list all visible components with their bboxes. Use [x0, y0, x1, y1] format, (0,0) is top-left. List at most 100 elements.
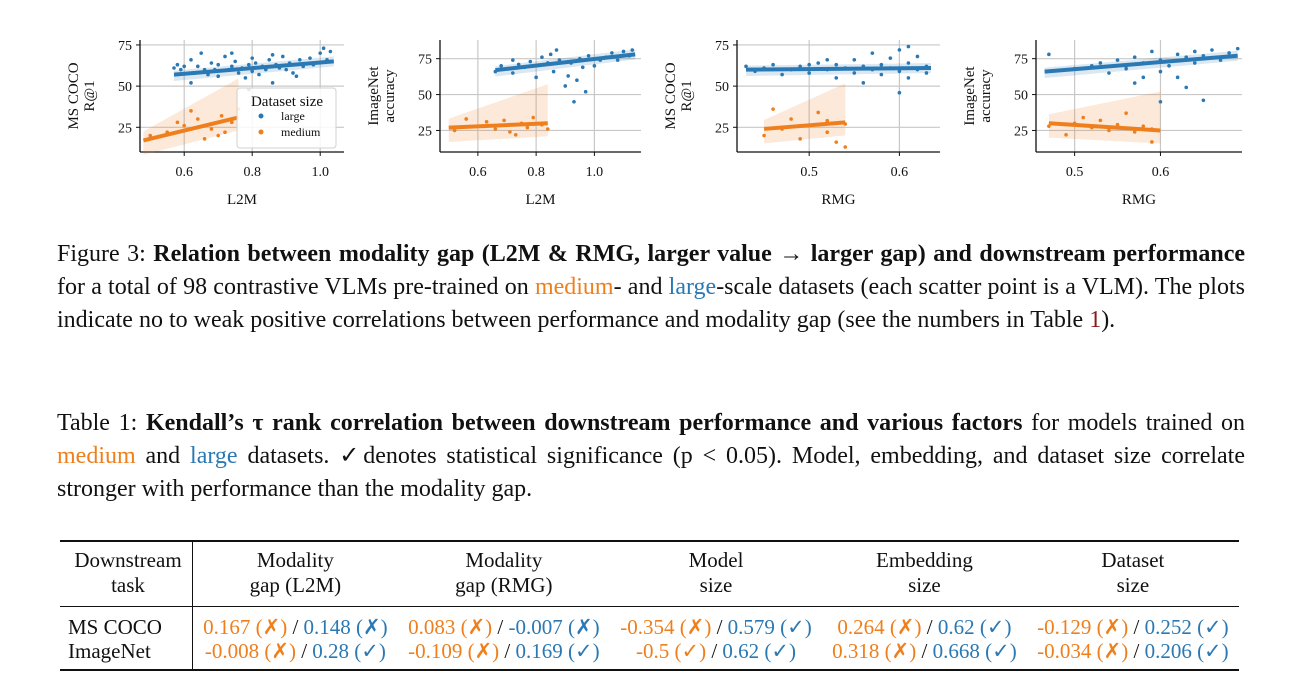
medium-point: [525, 125, 530, 130]
large-point: [630, 48, 635, 52]
x-tick-label: 0.8: [243, 165, 261, 180]
large-point: [1201, 98, 1206, 103]
large-point: [1192, 49, 1197, 54]
medium-point: [196, 117, 200, 121]
large-point: [834, 62, 839, 67]
medium-point: [223, 130, 227, 135]
large-point: [230, 51, 234, 55]
table-caption-text: datasets. ✓denotes statistical significa…: [57, 443, 1245, 502]
legend-label-medium: medium: [281, 125, 321, 139]
medium-point: [1115, 122, 1120, 127]
large-point: [563, 84, 568, 88]
medium-confidence-band: [764, 83, 846, 144]
y-tick-label: 50: [418, 89, 432, 104]
legend-label-large: large: [281, 109, 305, 123]
table-header-row: Downstream task Modality gap (L2M) Modalit…: [60, 541, 1239, 607]
large-point: [1175, 52, 1180, 57]
table-caption-text: for models trained on: [1022, 410, 1246, 436]
header-dataset-size: Dataset size: [1101, 548, 1165, 597]
y-tick-label: 75: [1014, 53, 1028, 68]
medium-point: [189, 109, 193, 113]
large-point: [879, 62, 884, 67]
chart-panel-4: 0.5 0.6 25 50 75 RMG ImageNetaccuracy: [962, 40, 1242, 208]
y-tick-label: 25: [118, 121, 132, 136]
chart-panel-1: 0.6 0.8 1.0 25 50 75 L2M MS COCOR@1: [66, 39, 344, 208]
large-point: [236, 71, 241, 75]
figure-caption-text: for a total of 98 contrastive VLMs pre-t…: [57, 274, 535, 300]
medium-point: [834, 140, 839, 144]
large-point: [807, 71, 811, 75]
large-point: [1184, 85, 1189, 90]
large-point: [499, 64, 503, 68]
large-point: [816, 61, 820, 65]
legend-marker-medium: [258, 129, 264, 135]
y-tick-label: 75: [418, 53, 432, 68]
x-tick-label: 0.5: [1066, 165, 1084, 180]
large-point: [1192, 61, 1197, 65]
medium-point: [175, 120, 180, 125]
medium-regression-line: [142, 115, 240, 143]
large-point: [233, 59, 237, 64]
medium-regression-line: [763, 120, 846, 131]
large-point: [175, 62, 180, 67]
y-tick-label: 50: [118, 80, 132, 95]
x-tick-label: 0.6: [1152, 165, 1170, 180]
x-tick-label: 0.5: [800, 165, 818, 180]
large-label: large: [668, 274, 717, 300]
y-tick-label: 25: [715, 121, 729, 136]
figure-caption: Figure 3: Relation between modality gap …: [57, 238, 1245, 337]
y-tick-label: 75: [715, 39, 729, 54]
header-model-size: Model size: [688, 548, 744, 597]
y-tick-label: 25: [1014, 124, 1028, 139]
medium-point: [1081, 115, 1086, 120]
large-point: [1098, 61, 1103, 65]
medium-label: medium: [57, 443, 136, 469]
medium-point: [1124, 111, 1128, 116]
large-point: [1107, 71, 1111, 75]
large-regression-line: [495, 52, 636, 73]
x-tick-label: 0.6: [469, 165, 487, 180]
medium-point: [816, 110, 820, 115]
medium-point: [182, 123, 186, 128]
large-point: [906, 61, 911, 65]
medium-point: [209, 127, 214, 131]
table-reference-link[interactable]: 1: [1089, 307, 1102, 333]
figure-caption-title: Relation between modality gap (L2M & RMG…: [153, 241, 1245, 267]
medium-regression-line: [1048, 121, 1161, 133]
medium-regression-line: [448, 121, 548, 130]
x-axis-label: L2M: [227, 192, 257, 208]
large-point: [1210, 48, 1214, 52]
large-point: [298, 57, 302, 62]
large-point: [321, 46, 326, 51]
x-tick-label: 0.6: [175, 165, 193, 180]
header-embedding-size: Embedding size: [876, 548, 973, 597]
medium-confidence-band: [143, 78, 239, 155]
medium-point: [508, 130, 512, 134]
medium-confidence-band: [448, 84, 548, 142]
large-point: [199, 51, 203, 55]
table-row: MS COCO 0.167 (✗) / 0.148 (✗) 0.083 (✗) …: [60, 606, 1239, 639]
y-axis-label: MS COCOR@1: [663, 62, 695, 129]
chart-panel-3: 0.5 0.6 25 50 75 RMG MS COCOR@1: [663, 39, 940, 208]
medium-point: [452, 128, 457, 133]
legend-title: Dataset size: [251, 94, 323, 110]
medium-point: [1150, 140, 1154, 144]
large-point: [318, 51, 323, 55]
figure-3-plots: 0.6 0.8 1.0 25 50 75 L2M MS COCOR@1 0.6 0.8 1.0 25 5…: [66, 39, 1242, 208]
large-point: [291, 71, 295, 75]
x-axis-label: RMG: [821, 192, 855, 208]
large-point: [852, 71, 857, 75]
table-cell: 0.318 (✗) / 0.668 (✓): [832, 639, 1017, 663]
large-point: [580, 65, 585, 70]
large-point: [209, 61, 214, 65]
medium-point: [216, 133, 220, 138]
large-point: [1141, 75, 1146, 80]
large-point: [250, 69, 254, 74]
table-cell: -0.008 (✗) / 0.28 (✓): [204, 639, 386, 663]
large-point: [870, 51, 875, 55]
large-point: [915, 54, 920, 59]
large-point: [328, 49, 333, 54]
large-point: [1158, 99, 1163, 104]
large-point: [216, 74, 220, 79]
results-table: Downstream task Modality gap (L2M) Modalit…: [60, 540, 1239, 671]
